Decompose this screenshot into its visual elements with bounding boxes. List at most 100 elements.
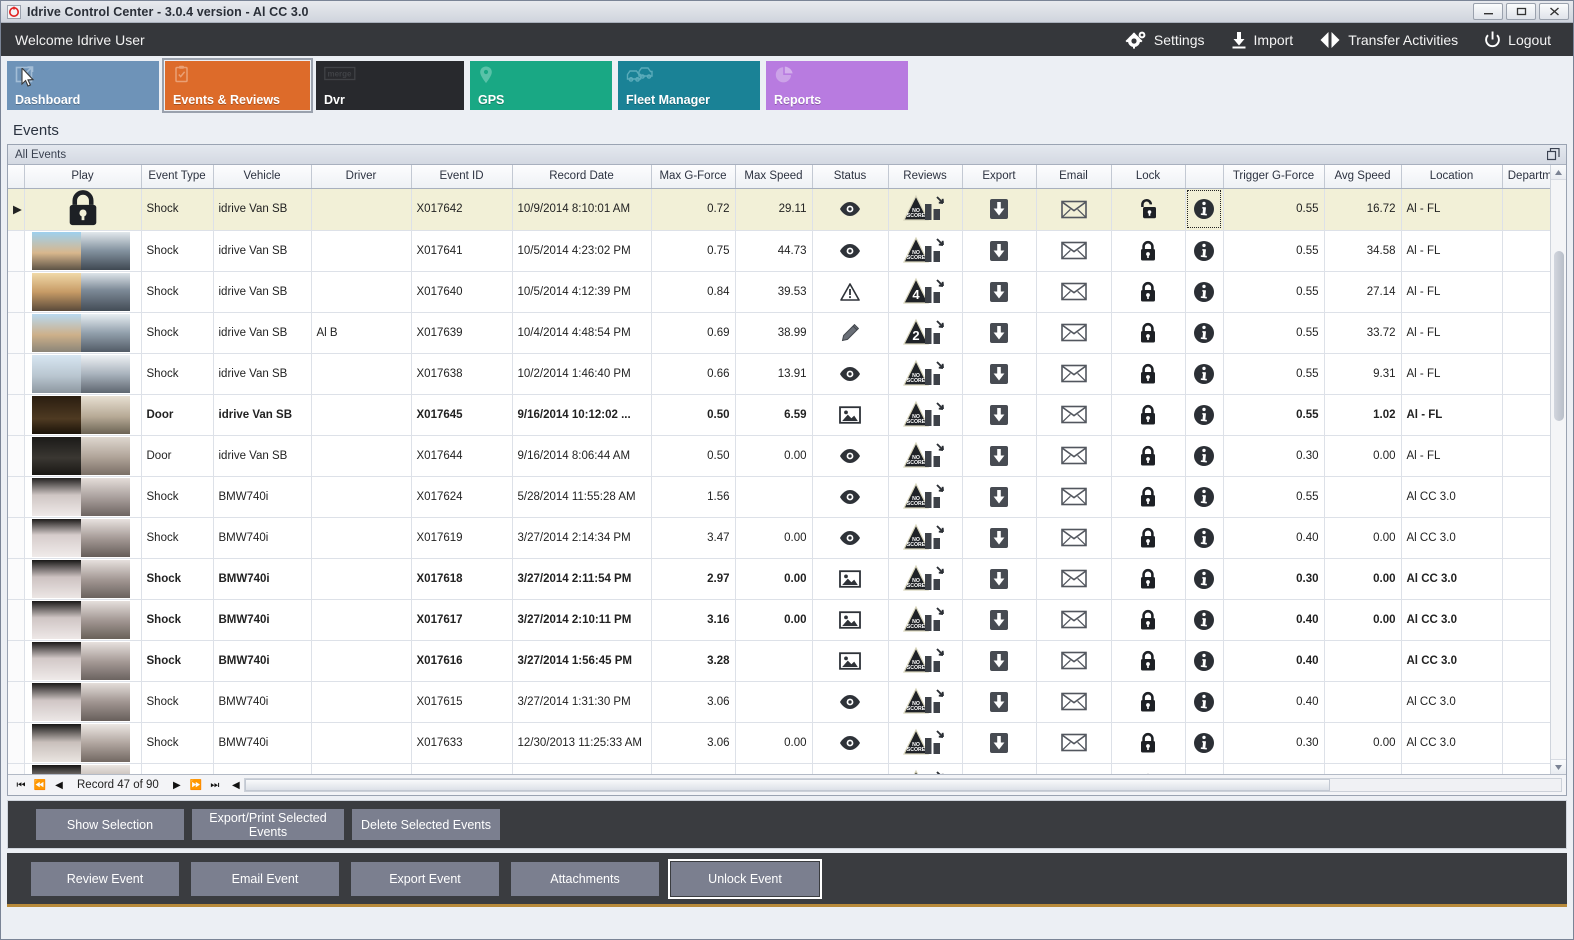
download-box-icon[interactable] — [968, 403, 1031, 427]
cell-export[interactable] — [962, 558, 1037, 600]
cell-lock[interactable] — [1111, 722, 1186, 764]
cell-lock[interactable] — [1111, 599, 1186, 641]
cell-email[interactable] — [1036, 476, 1112, 518]
image-icon[interactable] — [818, 610, 883, 629]
info-icon[interactable] — [1191, 486, 1218, 508]
locked-icon[interactable] — [1117, 527, 1180, 549]
cell-lock[interactable] — [1111, 394, 1186, 436]
video-thumbnails[interactable] — [31, 682, 130, 721]
cell-info[interactable] — [1185, 312, 1224, 354]
cell-export[interactable] — [962, 681, 1037, 723]
export-print-selected-events-button[interactable]: Export/Print Selected Events — [192, 809, 344, 840]
cell-lock[interactable] — [1111, 517, 1186, 559]
locked-icon[interactable] — [1117, 568, 1180, 590]
next-page-button[interactable]: ⏩ — [189, 779, 203, 791]
tile-dashboard[interactable]: Dashboard — [7, 61, 159, 110]
cell-email[interactable] — [1036, 312, 1112, 354]
eye-icon[interactable] — [818, 489, 883, 505]
cell-info[interactable] — [1185, 394, 1224, 436]
video-thumbnails[interactable] — [31, 518, 130, 557]
last-record-button[interactable]: ⏭ — [210, 779, 220, 791]
email-icon[interactable] — [1042, 405, 1106, 424]
grid-horizontal-scrollbar[interactable]: ◀ — [228, 778, 1562, 793]
locked-icon[interactable] — [1117, 404, 1180, 426]
settings-button[interactable]: Settings — [1125, 30, 1205, 49]
locked-icon[interactable] — [1117, 732, 1180, 754]
cell-email[interactable] — [1036, 353, 1112, 395]
cell-info[interactable] — [1185, 188, 1224, 231]
download-box-icon[interactable] — [968, 526, 1031, 550]
cell-export[interactable] — [962, 353, 1037, 395]
col-trigger-g-force[interactable]: Trigger G-Force — [1223, 165, 1325, 189]
locked-icon[interactable] — [1117, 691, 1180, 713]
email-icon[interactable] — [1042, 323, 1106, 342]
locked-icon[interactable] — [1117, 773, 1180, 774]
cell-lock[interactable] — [1111, 271, 1186, 313]
unlocked-icon[interactable] — [1117, 198, 1180, 220]
expand-panel-icon[interactable] — [1546, 147, 1560, 164]
video-thumbnails[interactable] — [31, 231, 130, 270]
download-box-icon[interactable] — [968, 362, 1031, 386]
info-icon[interactable] — [1191, 773, 1218, 774]
maximize-button[interactable] — [1506, 3, 1536, 20]
locked-icon[interactable] — [1117, 281, 1180, 303]
table-row[interactable]: Shock BMW740i X017619 3/27/2014 2:14:34 PM 3… — [8, 517, 1550, 559]
cell-export[interactable] — [962, 230, 1037, 272]
table-row[interactable]: Shock BMW740i X017633 12/30/2013 11:25:33 A… — [8, 722, 1550, 764]
cell-play[interactable] — [24, 517, 142, 559]
info-icon[interactable] — [1191, 363, 1218, 385]
table-row[interactable]: Shock idrive Van SB X017638 10/2/2014 1:46:… — [8, 353, 1550, 395]
video-thumbnails[interactable] — [31, 395, 130, 434]
cell-play[interactable] — [24, 640, 142, 682]
email-icon[interactable] — [1042, 651, 1106, 670]
cell-lock[interactable] — [1111, 763, 1186, 774]
hscroll-track[interactable] — [243, 778, 1562, 792]
table-row[interactable]: Shock idrive Van SB Al B X017639 10/4/2014 4… — [8, 312, 1550, 354]
col-department[interactable]: Departme — [1502, 165, 1550, 189]
cell-info[interactable] — [1185, 517, 1224, 559]
table-row[interactable]: Shock BMW740i X017615 3/27/2014 1:31:30 PM 3… — [8, 681, 1550, 723]
unlock-event-button[interactable]: Unlock Event — [668, 858, 822, 899]
hscroll-left-button[interactable]: ◀ — [231, 779, 240, 791]
eye-icon[interactable] — [818, 694, 883, 710]
col-event-type[interactable]: Event Type — [141, 165, 214, 189]
cell-status[interactable] — [812, 681, 889, 723]
cell-info[interactable] — [1185, 763, 1224, 774]
cell-email[interactable] — [1036, 681, 1112, 723]
cell-info[interactable] — [1185, 640, 1224, 682]
eye-icon[interactable] — [818, 735, 883, 751]
email-icon[interactable] — [1042, 282, 1106, 301]
close-button[interactable] — [1539, 3, 1569, 20]
image-icon[interactable] — [818, 651, 883, 670]
col-vehicle[interactable]: Vehicle — [213, 165, 312, 189]
table-row[interactable]: Shock BMW740i X017618 3/27/2014 2:11:54 PM 2… — [8, 558, 1550, 600]
attachments-button[interactable]: Attachments — [511, 861, 659, 896]
cell-status[interactable] — [812, 517, 889, 559]
cell-play[interactable] — [24, 271, 142, 313]
email-icon[interactable] — [1042, 446, 1106, 465]
import-button[interactable]: Import — [1231, 31, 1293, 49]
cell-info[interactable] — [1185, 722, 1224, 764]
cell-status[interactable] — [812, 394, 889, 436]
email-icon[interactable] — [1042, 487, 1106, 506]
info-icon[interactable] — [1191, 281, 1218, 303]
download-box-icon[interactable] — [968, 280, 1031, 304]
cell-lock[interactable] — [1111, 476, 1186, 518]
table-row[interactable]: Shock BMW740i X017616 3/27/2014 1:56:45 PM 3… — [8, 640, 1550, 682]
download-box-icon[interactable] — [968, 197, 1031, 221]
locked-icon[interactable] — [1117, 445, 1180, 467]
info-icon[interactable] — [1191, 240, 1218, 262]
table-row[interactable]: Shock BMW740i X017624 5/28/2014 11:55:28 AM… — [8, 476, 1550, 518]
video-thumbnails[interactable] — [31, 272, 130, 311]
col-export[interactable]: Export — [962, 165, 1037, 189]
locked-icon[interactable] — [1117, 322, 1180, 344]
scroll-thumb[interactable] — [1554, 251, 1564, 421]
video-thumbnails[interactable] — [31, 559, 130, 598]
review-event-button[interactable]: Review Event — [31, 861, 179, 896]
